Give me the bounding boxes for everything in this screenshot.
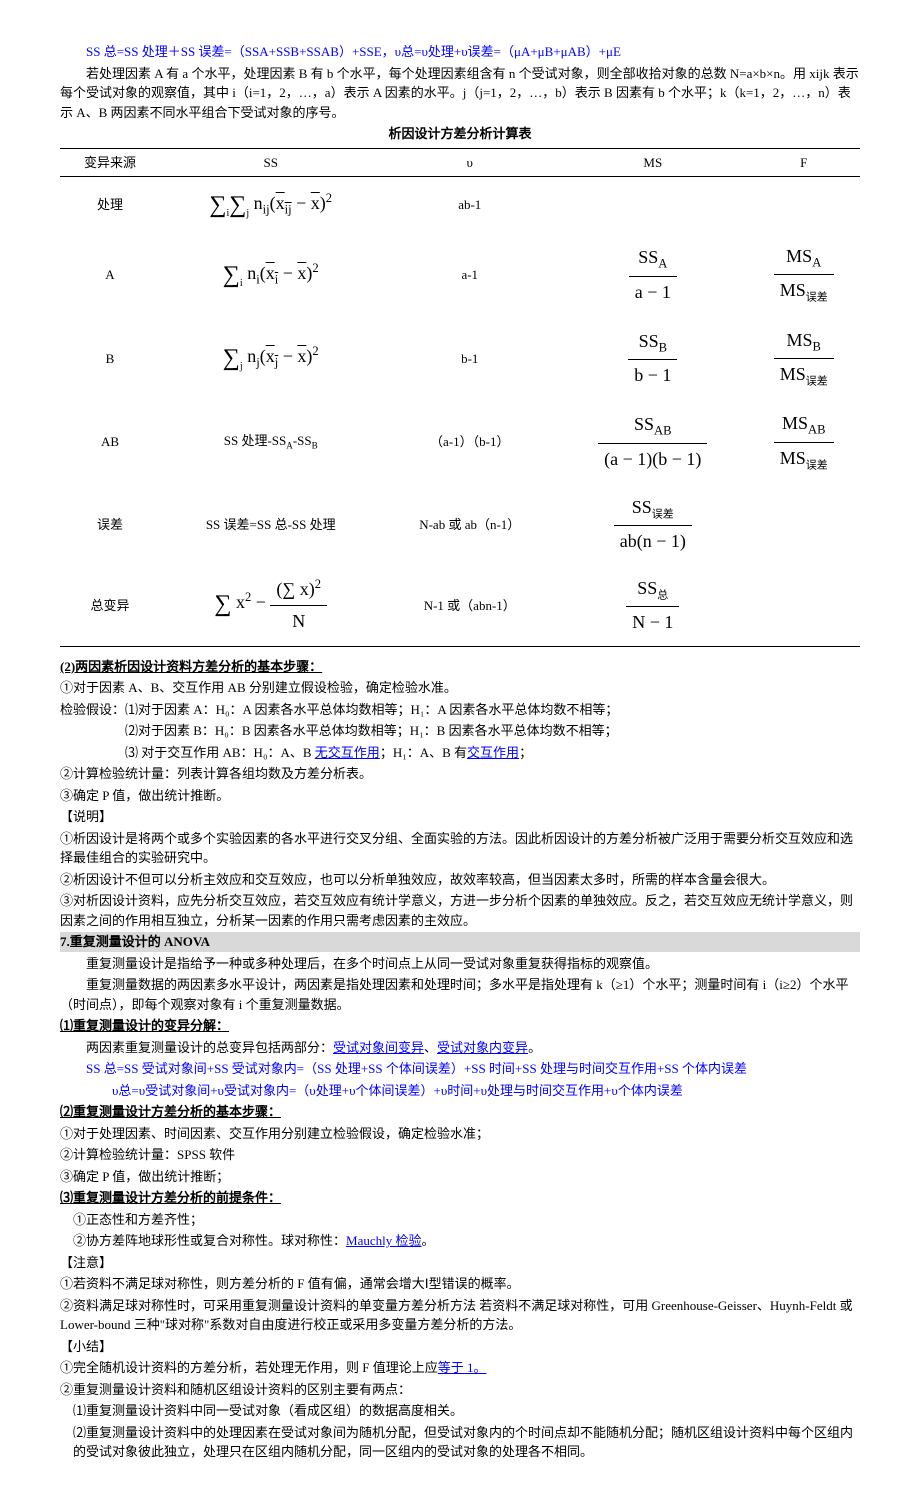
cell: MSBMS误差 <box>748 317 861 401</box>
sec7-p1: 重复测量设计是指给予一种或多种处理后，在多个时间点上从同一受试对象重复获得指标的… <box>60 954 860 974</box>
text: 两因素重复测量设计的总变异包括两部分： <box>86 1040 333 1055</box>
col-df: υ <box>381 148 558 177</box>
text: 、 <box>424 1040 437 1055</box>
cell: B <box>60 317 160 401</box>
sec7-title: 7.重复测量设计的 ANOVA <box>60 932 860 952</box>
note2-1: ①若资料不满足球对称性，则方差分析的 F 值有偏，通常会增大Ⅰ型错误的概率。 <box>60 1274 860 1294</box>
cell: ∑ x2 − (∑ x)2N <box>160 565 381 647</box>
cell: AB <box>60 400 160 484</box>
note3-2: ②重复测量设计资料和随机区组设计资料的区别主要有两点： <box>60 1380 860 1400</box>
cell: （a-1）（b-1） <box>381 400 558 484</box>
cell: ∑i ni(xi − x)2 <box>160 233 381 317</box>
cell: ∑i∑j nij(xij − x)2 <box>160 177 381 234</box>
col-src: 变异来源 <box>60 148 160 177</box>
sec7-1-text: 两因素重复测量设计的总变异包括两部分：受试对象间变异、受试对象内变异。 <box>60 1038 860 1058</box>
cell: ∑j nj(xj − x)2 <box>160 317 381 401</box>
sec2-line2: 检验假设：⑴对于因素 A：H₀：A 因素各水平总体均数相等；H₁：A 因素各水平… <box>60 700 860 720</box>
sec7-1-title: ⑴重复测量设计的变异分解： <box>60 1016 860 1036</box>
cell: MSAMS误差 <box>748 233 861 317</box>
cell: N-1 或（abn-1） <box>381 565 558 647</box>
row-err: 误差 SS 误差=SS 总-SS 处理 N-ab 或 ab（n-1） SS误差a… <box>60 484 860 565</box>
header-row: 变异来源 SS υ MS F <box>60 148 860 177</box>
cell: 总变异 <box>60 565 160 647</box>
cell: SS 误差=SS 总-SS 处理 <box>160 484 381 565</box>
row-ab: AB SS 处理-SSA-SSB （a-1）（b-1） SSAB(a − 1)(… <box>60 400 860 484</box>
cell: 处理 <box>60 177 160 234</box>
cell: MSABMS误差 <box>748 400 861 484</box>
sec7-3-title: ⑶重复测量设计方差分析的前提条件： <box>60 1188 860 1208</box>
note1-2: ②析因设计不但可以分析主效应和交互效应，也可以分析单独效应，故效率较高，但当因素… <box>60 870 860 890</box>
between-subject-link[interactable]: 受试对象间变异 <box>333 1040 424 1055</box>
text: ②协方差阵地球形性或复合对称性。球对称性： <box>73 1233 346 1248</box>
cell: SS 处理-SSA-SSB <box>160 400 381 484</box>
sec7-2-2: ②计算检验统计量：SPSS 软件 <box>60 1145 860 1165</box>
cell: SSAB(a − 1)(b − 1) <box>558 400 747 484</box>
cell: SSBb − 1 <box>558 317 747 401</box>
no-interaction-link[interactable]: 无交互作用 <box>315 745 380 760</box>
note3-title: 【小结】 <box>60 1337 860 1357</box>
equal-one-link[interactable]: 等于 1。 <box>438 1360 487 1375</box>
sec2-line5: ②计算检验统计量：列表计算各组均数及方差分析表。 <box>60 764 860 784</box>
note1-1: ①析因设计是将两个或多个实验因素的各水平进行交叉分组、全面实验的方法。因此析因设… <box>60 829 860 868</box>
sec7-3-2: ②协方差阵地球形性或复合对称性。球对称性：Mauchly 检验。 <box>60 1231 860 1251</box>
col-f: F <box>748 148 861 177</box>
row-a: A ∑i ni(xi − x)2 a-1 SSAa − 1 MSAMS误差 <box>60 233 860 317</box>
row-b: B ∑j nj(xj − x)2 b-1 SSBb − 1 MSBMS误差 <box>60 317 860 401</box>
col-ms: MS <box>558 148 747 177</box>
row-total: 总变异 ∑ x2 − (∑ x)2N N-1 或（abn-1） SS总N − 1 <box>60 565 860 647</box>
top-equation: SS 总=SS 处理＋SS 误差=（SSA+SSB+SSAB）+SSE，υ总=υ… <box>60 42 860 62</box>
note3-2-2: ⑵重复测量设计资料中的处理因素在受试对象间为随机分配，但受试对象内的个时间点却不… <box>60 1423 860 1462</box>
sec7-2-3: ③确定 P 值，做出统计推断； <box>60 1167 860 1187</box>
cell: SSAa − 1 <box>558 233 747 317</box>
cell: b-1 <box>381 317 558 401</box>
mauchly-link[interactable]: Mauchly 检验 <box>346 1233 421 1248</box>
within-subject-link[interactable]: 受试对象内变异 <box>437 1040 528 1055</box>
sec7-p2: 重复测量数据的两因素多水平设计，两因素是指处理因素和处理时间；多水平是指处理有 … <box>60 975 860 1014</box>
note1-title: 【说明】 <box>60 807 860 827</box>
has-interaction-link[interactable]: 交互作用 <box>467 745 519 760</box>
note3-1: ①完全随机设计资料的方差分析，若处理无作用，则 F 值理论上应等于 1。 <box>60 1358 860 1378</box>
row-treat: 处理 ∑i∑j nij(xij − x)2 ab-1 <box>60 177 860 234</box>
text: 。 <box>421 1233 434 1248</box>
text: 。 <box>528 1040 541 1055</box>
sec7-2-1: ①对于处理因素、时间因素、交互作用分别建立检验假设，确定检验水准； <box>60 1124 860 1144</box>
cell: a-1 <box>381 233 558 317</box>
note2-title: 【注意】 <box>60 1253 860 1273</box>
sec7-eq2: υ总=υ受试对象间+υ受试对象内=（υ处理+υ个体间误差）+υ时间+υ处理与时间… <box>60 1081 860 1101</box>
sec7-2-title: ⑵重复测量设计方差分析的基本步骤： <box>60 1102 860 1122</box>
cell: A <box>60 233 160 317</box>
sec2-line6: ③确定 P 值，做出统计推断。 <box>60 786 860 806</box>
sec7-3-1: ①正态性和方差齐性； <box>60 1210 860 1230</box>
text: ；H₁：A、B 有 <box>380 745 467 760</box>
note1-3: ③对析因设计资料，应先分析交互效应，若交互效应有统计学意义，方进一步分析个因素的… <box>60 891 860 930</box>
intro-text: 若处理因素 A 有 a 个水平，处理因素 B 有 b 个水平，每个处理因素组含有… <box>60 64 860 123</box>
sec2-line1: ①对于因素 A、B、交互作用 AB 分别建立假设检验，确定检验水准。 <box>60 678 860 698</box>
sec2-title: (2)两因素析因设计资料方差分析的基本步骤： <box>60 657 860 677</box>
cell: SS总N − 1 <box>558 565 747 647</box>
text: ； <box>519 745 532 760</box>
cell: N-ab 或 ab（n-1） <box>381 484 558 565</box>
note3-2-1: ⑴重复测量设计资料中同一受试对象（看成区组）的数据高度相关。 <box>60 1401 860 1421</box>
sec2-line4: ⑶ 对于交互作用 AB：H₀：A、B 无交互作用；H₁：A、B 有交互作用； <box>60 743 860 763</box>
cell: SS误差ab(n − 1) <box>558 484 747 565</box>
cell: ab-1 <box>381 177 558 234</box>
sec2-line3: ⑵对于因素 B：H₀：B 因素各水平总体均数相等；H₁：B 因素各水平总体均数不… <box>60 721 860 741</box>
col-ss: SS <box>160 148 381 177</box>
text: ⑶ 对于交互作用 AB：H₀：A、B <box>125 745 315 760</box>
table-title: 析因设计方差分析计算表 <box>60 124 860 144</box>
text: ①完全随机设计资料的方差分析，若处理无作用，则 F 值理论上应 <box>60 1360 438 1375</box>
sec7-eq1: SS 总=SS 受试对象间+SS 受试对象内=（SS 处理+SS 个体间误差）+… <box>60 1059 860 1079</box>
cell: 误差 <box>60 484 160 565</box>
anova-table: 变异来源 SS υ MS F 处理 ∑i∑j nij(xij − x)2 ab-… <box>60 148 860 647</box>
